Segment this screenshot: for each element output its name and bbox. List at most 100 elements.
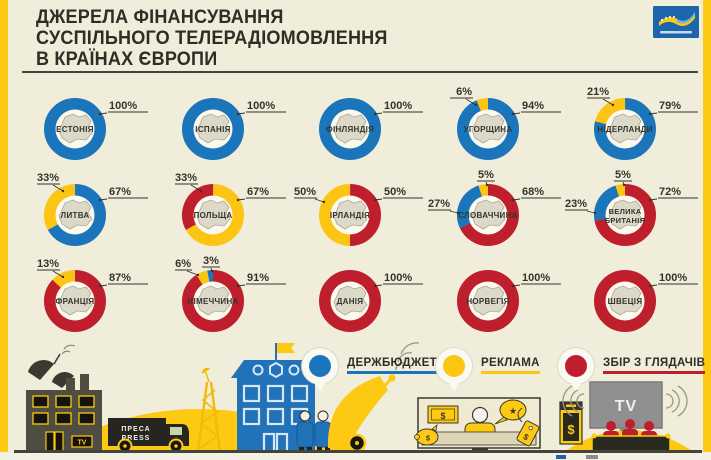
van-label-line1: ПРЕСА: [121, 426, 150, 433]
donut-14: НОРВЕГІЯ 100%: [456, 270, 561, 332]
header-divider: [22, 71, 698, 73]
percent-label: 13%: [37, 258, 59, 270]
country-map-shape: [608, 199, 643, 230]
press-building: TV: [26, 344, 102, 452]
country-map-shape: [333, 199, 368, 230]
donation-box-icon: $: [559, 401, 583, 445]
dollar-glyph: $: [567, 422, 575, 437]
percent-label: 33%: [174, 172, 196, 184]
title-line-3: В КРАЇНАХ ЄВРОПИ: [36, 49, 218, 70]
donut-15: ШВЕЦІЯ 100%: [594, 270, 698, 332]
legend-label-advertising: РЕКЛАМА: [481, 357, 540, 374]
country-name-label: ВЕЛИКА БРИТАНІЯ: [605, 207, 646, 225]
percent-label: 33%: [37, 172, 59, 184]
tv-screen-label: TV: [615, 398, 637, 415]
country-map-shape: [608, 113, 643, 144]
donut-1: ЕСТОНІЯ 100%: [44, 98, 148, 160]
country-map-shape: [196, 113, 231, 144]
country-name-label: ІСПАНІЯ: [195, 125, 230, 134]
percent-label: 100%: [384, 272, 412, 284]
percent-label: 91%: [247, 272, 269, 284]
country-map-shape: [58, 113, 93, 144]
percent-label: 50%: [384, 186, 406, 198]
map-pin-icon: [436, 348, 472, 384]
header-logo: [653, 6, 699, 43]
percent-label: 100%: [522, 272, 550, 284]
press-van: ПРЕСА PRESS: [108, 418, 189, 452]
donut-2: ІСПАНІЯ 100%: [181, 98, 286, 160]
percent-label: 27%: [427, 198, 449, 210]
donut-6: ЛИТВА 67% 33%: [37, 172, 148, 246]
red-dot-icon: [565, 355, 587, 377]
page-title: ДЖЕРЕЛА ФІНАНСУВАННЯ СУСПІЛЬНОГО ТЕЛЕРАД…: [36, 7, 388, 70]
audience: [591, 419, 671, 452]
donut-5: НІДЕРЛАНДИ 79% 21%: [587, 86, 698, 160]
percent-label: 5%: [478, 169, 494, 181]
dollar-glyph: $: [426, 434, 431, 443]
legend-label-state-budget: ДЕРЖБЮДЖЕТ: [347, 357, 437, 374]
percent-label: 100%: [247, 100, 275, 112]
country-map-shape: [471, 199, 506, 230]
percent-label: 67%: [247, 186, 269, 198]
legend-item-state-budget: ДЕРЖБЮДЖЕТ: [302, 348, 437, 384]
legend-item-viewer-fee: ЗБІР З ГЛЯДАЧІВ: [558, 348, 706, 384]
legend-label-viewer-fee: ЗБІР З ГЛЯДАЧІВ: [603, 357, 706, 374]
legend-item-advertising: РЕКЛАМА: [436, 348, 540, 384]
country-name-label: НІДЕРЛАНДИ: [597, 125, 652, 134]
country-name-label: ІРЛАНДІЯ: [330, 211, 370, 220]
country-name-label: ЕСТОНІЯ: [56, 125, 94, 134]
blue-dot-icon: [309, 355, 331, 377]
percent-label: 5%: [615, 169, 631, 181]
country-map-shape: [58, 285, 93, 316]
satellite-dish-icon: [327, 342, 420, 452]
yellow-dot-icon: [443, 355, 465, 377]
footer-logo-mark: [586, 455, 598, 459]
radio-tower-icon: [196, 367, 222, 452]
tv-sign-label: TV: [78, 440, 87, 447]
country-name-label: ШВЕЦІЯ: [608, 297, 643, 306]
country-map-shape: [333, 285, 368, 316]
donut-3: ФІНЛЯНДІЯ 100%: [319, 98, 423, 160]
country-map-shape: [333, 113, 368, 144]
country-map-shape: [608, 285, 643, 316]
donut-chart-grid: ЕСТОНІЯ 100% ІСПАНІЯ 100% ФІНЛЯНДІЯ 100% УГОРЩ…: [37, 86, 698, 332]
country-name-label: ФІНЛЯНДІЯ: [326, 125, 374, 134]
country-name-label: СЛОВАЧЧИНА: [458, 211, 518, 220]
title-line-2: СУСПІЛЬНОГО ТЕЛЕРАДІОМОВЛЕННЯ: [36, 28, 388, 49]
percent-label: 94%: [522, 100, 544, 112]
percent-label: 68%: [522, 186, 544, 198]
donut-8: ІРЛАНДІЯ 50% 50%: [294, 184, 423, 246]
country-map-shape: [471, 113, 506, 144]
donut-9: СЛОВАЧЧИНА 68% 27% 5%: [427, 169, 561, 246]
star-glyph: ★: [509, 406, 517, 416]
footer-strip: [0, 453, 711, 460]
country-map-shape: [196, 285, 231, 316]
dollar-glyph: $: [440, 411, 445, 421]
title-line-1: ДЖЕРЕЛА ФІНАНСУВАННЯ: [36, 7, 284, 28]
percent-label: 3%: [203, 255, 219, 267]
percent-label: 6%: [175, 258, 191, 270]
country-name-label: ДАНІЯ: [337, 297, 364, 306]
country-name-label: ЛИТВА: [61, 211, 90, 220]
legend: ДЕРЖБЮДЖЕТ РЕКЛАМА ЗБІР З ГЛЯДАЧІВ: [0, 346, 711, 398]
country-map-shape: [471, 285, 506, 316]
donut-4: УГОРЩИНА 94% 6%: [449, 86, 561, 160]
price-tag-icon: $: [516, 420, 540, 447]
studio-scene: $ ★ $ $: [414, 397, 541, 451]
donut-13: ДАНІЯ 100%: [319, 270, 423, 332]
ground-line: [14, 450, 702, 453]
country-map-shape: [58, 199, 93, 230]
van-label-line2: PRESS: [122, 435, 151, 442]
country-map-shape: [196, 199, 231, 230]
donut-7: ПОЛЬЩА 67% 33%: [174, 172, 286, 246]
footer-logo-mark: [556, 455, 566, 459]
donut-12: НІМЕЧЧИНА 91% 6% 3%: [174, 255, 286, 332]
dollar-glyph: $: [522, 431, 531, 442]
percent-label: 6%: [456, 86, 472, 98]
left-edge-stripe: [0, 0, 8, 452]
percent-label: 21%: [587, 86, 609, 98]
tv-screen: TV: [562, 381, 688, 431]
percent-label: 72%: [659, 186, 681, 198]
map-pin-icon: [558, 348, 594, 384]
